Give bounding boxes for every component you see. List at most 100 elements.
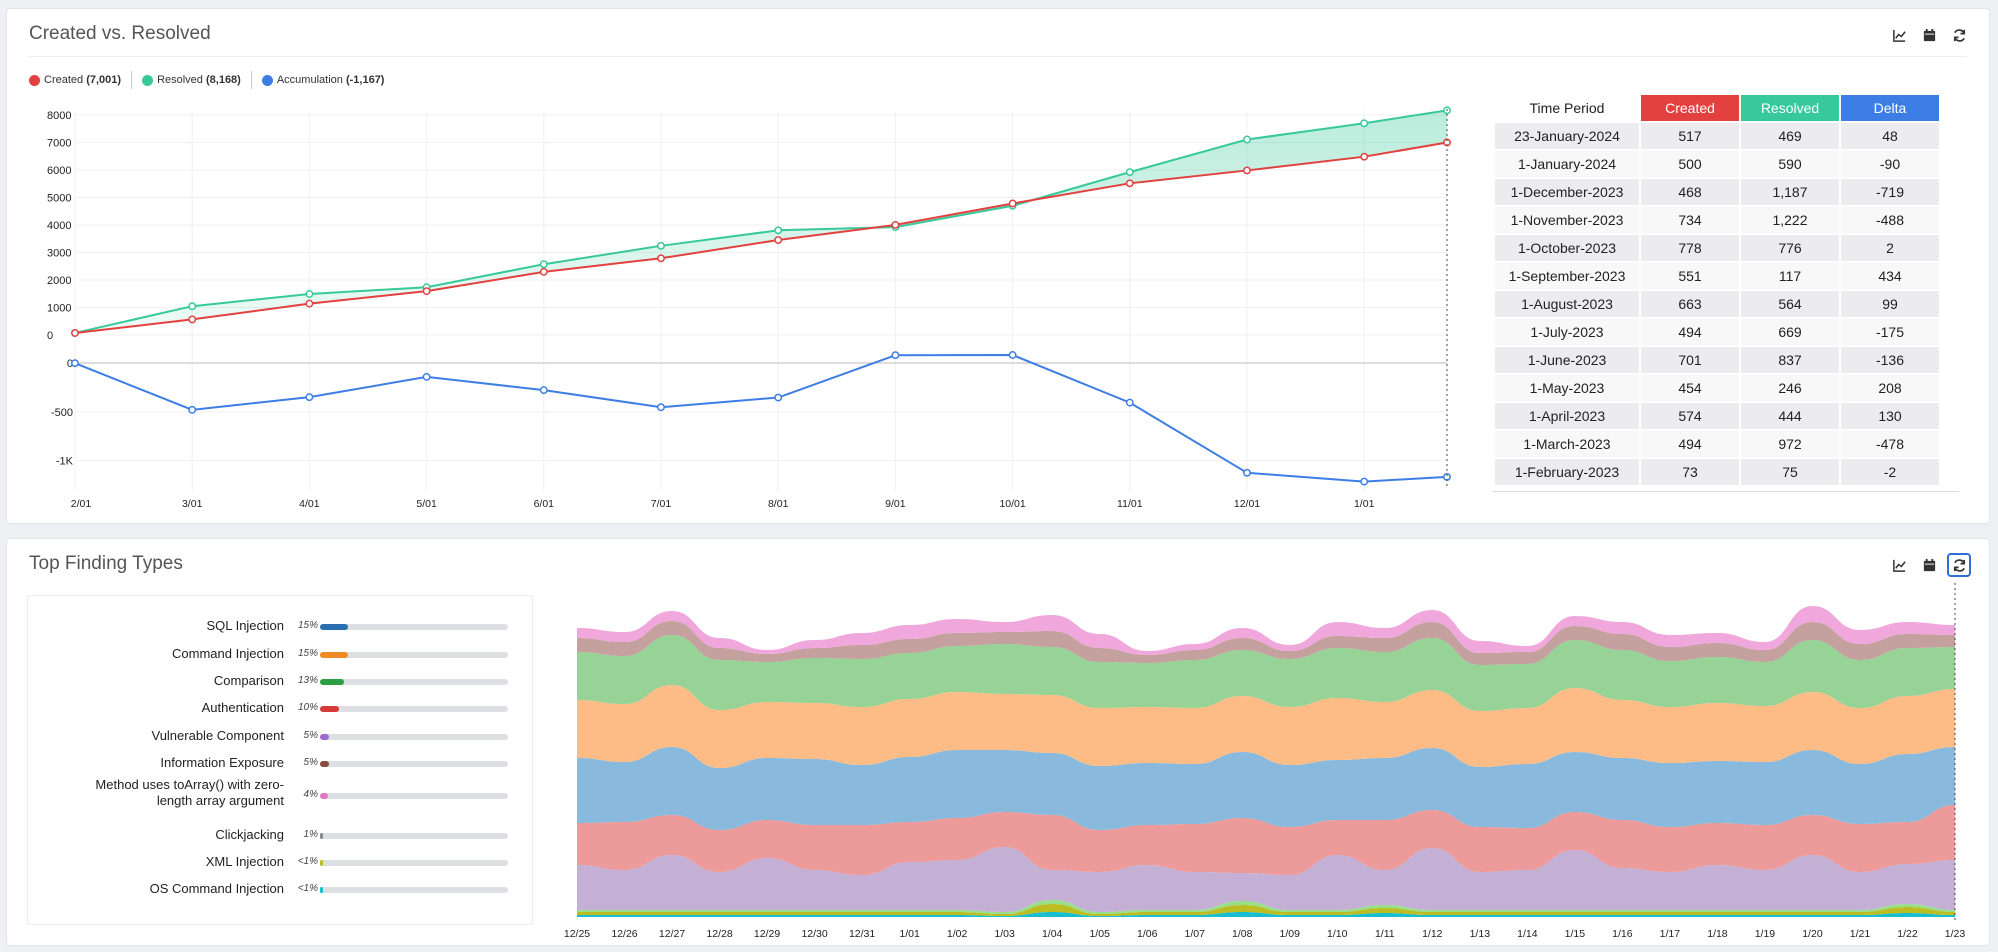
col-time-period[interactable]: Time Period [1495,95,1639,121]
table-row[interactable]: 1-February-2023 73 75 -2 [1495,459,1939,485]
finding-row[interactable]: Comparison 13% [28,673,534,697]
table-row[interactable]: 1-October-2023 778 776 2 [1495,235,1939,261]
col-resolved[interactable]: Resolved [1741,95,1839,121]
created-point[interactable] [305,299,314,308]
finding-label-line: length array argument [156,793,284,808]
finding-row[interactable]: SQL Injection 15% [28,618,534,642]
stream-layer[interactable] [577,900,1955,914]
accumulation-point[interactable] [657,403,665,412]
y-tick-label: -500 [51,407,73,419]
time-period-grid: Time Period Created Resolved Delta 23-Ja… [1493,93,1941,487]
created-point[interactable] [1008,199,1017,208]
col-delta[interactable]: Delta [1841,95,1939,121]
x-tick-label: 1/19 [1755,928,1776,940]
accumulation-point[interactable] [71,359,79,368]
resolved-point[interactable] [1243,135,1251,144]
finding-row[interactable]: Method uses toArray() with zero-length a… [28,777,534,811]
stream-layer[interactable] [577,904,1955,916]
accumulation-point[interactable] [774,393,783,402]
y-tick-label: 4000 [47,220,71,232]
accumulation-point[interactable] [1125,398,1134,407]
stream-layer[interactable] [577,805,1955,875]
created-point[interactable] [774,236,783,244]
accumulation-point[interactable] [891,351,900,360]
table-row[interactable]: 1-November-2023 734 1,222 -488 [1495,207,1939,233]
created-point[interactable] [422,287,431,296]
finding-row[interactable]: Vulnerable Component 5% [28,728,534,752]
table-row[interactable]: 1-December-2023 468 1,187 -719 [1495,179,1939,205]
created-point[interactable] [891,220,900,229]
table-row[interactable]: 1-May-2023 454 246 208 [1495,375,1939,401]
resolved-point[interactable] [305,290,314,298]
finding-row[interactable]: OS Command Injection <1% [28,881,534,905]
finding-types-stream-chart[interactable]: 12/25 12/26 12/27 12/28 12/29 12/30 12/31 1/01 1… [555,563,1975,943]
created-point[interactable] [657,254,665,263]
table-row[interactable]: 1-January-2024 500 590 -90 [1495,151,1939,177]
created-resolved-chart[interactable]: 8000 7000 6000 5000 4000 3000 2000 1000 0 0 -500 -1… [7,95,1457,525]
cell-resolved: 75 [1741,459,1839,485]
resolved-point[interactable] [1360,119,1369,128]
created-point[interactable] [1125,179,1134,188]
col-created[interactable]: Created [1641,95,1739,121]
refresh-icon [1953,28,1965,42]
created-point[interactable] [1243,166,1251,175]
accumulation-point[interactable] [1008,351,1017,359]
cell-delta: 2 [1841,235,1939,261]
stream-layer[interactable] [577,685,1955,768]
refresh-button[interactable] [1947,23,1971,47]
finding-row[interactable]: XML Injection <1% [28,854,534,878]
finding-row[interactable]: Information Exposure 5% [28,755,534,779]
x-tick-label: 12/27 [659,928,685,940]
resolved-point[interactable] [539,260,548,269]
finding-row[interactable]: Command Injection 15% [28,646,534,670]
cell-created: 517 [1641,123,1739,149]
x-tick-label: 2/01 [71,498,92,510]
table-row[interactable]: 1-July-2023 494 669 -175 [1495,319,1939,345]
panel-title: Top Finding Types [29,553,183,574]
table-row[interactable]: 23-January-2024 517 469 48 [1495,123,1939,149]
accumulation-point[interactable] [188,405,197,414]
date-range-button[interactable] [1917,23,1941,47]
legend-resolved[interactable]: Resolved (8,168) [142,74,241,86]
created-point[interactable] [71,329,79,337]
resolved-point[interactable] [774,226,783,235]
refresh-button[interactable] [1947,553,1971,577]
x-tick-label: 1/22 [1897,928,1918,940]
table-row[interactable]: 1-September-2023 551 117 434 [1495,263,1939,289]
accumulation-point[interactable] [1243,468,1251,477]
table-row[interactable]: 1-April-2023 574 444 130 [1495,403,1939,429]
stream-layer[interactable] [577,747,1955,830]
accumulation-point[interactable] [539,386,548,395]
top-finding-types-panel: Top Finding Types SQL Injection 15% Comman… [6,538,1990,946]
stream-layer[interactable] [577,635,1955,711]
table-row[interactable]: 1-August-2023 663 564 99 [1495,291,1939,317]
table-row[interactable]: 1-March-2023 494 972 -478 [1495,431,1939,457]
accumulation-point[interactable] [422,372,431,381]
stream-layer[interactable] [577,847,1955,912]
cell-resolved: 564 [1741,291,1839,317]
legend-resolved-dot [142,74,154,86]
stream-layer[interactable] [577,606,1955,655]
created-point[interactable] [188,315,197,324]
stream-layer[interactable] [577,912,1955,917]
created-point[interactable] [539,267,548,276]
created-point[interactable] [1360,152,1369,161]
chart-view-button[interactable] [1887,23,1911,47]
resolved-point[interactable] [657,241,665,250]
resolved-point[interactable] [1125,168,1134,177]
x-tick-label: 6/01 [534,498,555,510]
stream-layer[interactable] [577,621,1955,665]
finding-row[interactable]: Authentication 10% [28,700,534,724]
legend-created-dot [29,74,40,86]
finding-row[interactable]: Clickjacking 1% [28,827,534,851]
cell-resolved: 590 [1741,151,1839,177]
accumulation-point[interactable] [305,393,314,402]
chart-view-button[interactable] [1887,553,1911,577]
legend-created[interactable]: Created (7,001) [29,74,121,86]
resolved-point[interactable] [188,302,197,311]
legend-accumulation[interactable]: Accumulation (-1,167) [261,74,384,86]
date-range-button[interactable] [1917,553,1941,577]
table-row[interactable]: 1-June-2023 701 837 -136 [1495,347,1939,373]
accumulation-point[interactable] [1360,477,1369,486]
finding-percent: 15% [297,620,318,631]
